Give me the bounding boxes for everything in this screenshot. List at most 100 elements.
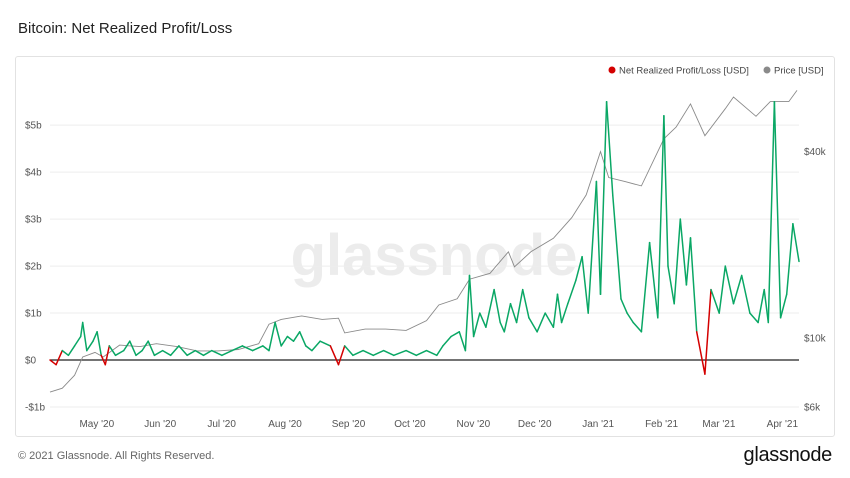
- nrpl-segment: [648, 241, 659, 319]
- nrpl-segment: [96, 331, 102, 357]
- watermark-text: glassnode: [291, 223, 578, 288]
- nrpl-segment: [695, 331, 706, 375]
- copyright-text: © 2021 Glassnode. All Rights Reserved.: [18, 450, 215, 462]
- y-right-tick-label: $10k: [804, 334, 827, 345]
- nrpl-segment: [509, 302, 518, 324]
- nrpl-segment: [135, 349, 143, 357]
- y-right-tick-label: $6k: [804, 403, 821, 414]
- nrpl-segment: [620, 298, 628, 314]
- nrpl-segment: [779, 293, 788, 319]
- nrpl-segment: [612, 194, 622, 300]
- nrpl-segment: [178, 345, 188, 357]
- x-tick-label: Dec '20: [518, 419, 552, 430]
- nrpl-segment: [521, 288, 530, 319]
- nrpl-segment: [393, 349, 407, 357]
- nrpl-segment: [274, 321, 282, 347]
- nrpl-segment: [485, 288, 495, 328]
- nrpl-segment: [560, 302, 569, 324]
- x-tick-label: Oct '20: [394, 419, 426, 430]
- nrpl-segment: [544, 312, 555, 328]
- nrpl-segment: [262, 345, 270, 352]
- nrpl-segment: [161, 349, 172, 357]
- nrpl-segment: [104, 345, 111, 366]
- nrpl-segment: [153, 349, 164, 357]
- x-tick-label: Jun '20: [144, 419, 176, 430]
- y-left-tick-label: $2b: [25, 262, 42, 273]
- nrpl-segment: [773, 100, 782, 319]
- nrpl-segment: [286, 335, 295, 342]
- nrpl-segment: [515, 288, 524, 324]
- nrpl-segment: [763, 288, 770, 324]
- nrpl-segment: [186, 349, 197, 357]
- nrpl-segment: [663, 115, 669, 267]
- glassnode-logo[interactable]: glassnode: [743, 444, 833, 466]
- y-left-tick-label: $3b: [25, 215, 42, 226]
- nrpl-segment: [528, 317, 538, 333]
- price-series: [49, 90, 798, 393]
- legend-label-nrpl[interactable]: Net Realized Profit/Loss [USD]: [619, 66, 749, 77]
- nrpl-segment: [767, 100, 776, 324]
- nrpl-segment: [587, 180, 598, 314]
- nrpl-segment: [757, 288, 765, 324]
- nrpl-segment: [679, 218, 688, 286]
- legend-marker-nrpl: [608, 66, 616, 74]
- nrpl-segment: [567, 279, 577, 305]
- nrpl-segment: [415, 349, 428, 357]
- nrpl-segment: [436, 345, 444, 357]
- y-axis-left: -$1b $0 $1b $2b $3b $4b $5b: [25, 121, 45, 414]
- nrpl-segment: [724, 265, 735, 305]
- nrpl-segment: [73, 335, 82, 347]
- nrpl-segment: [292, 331, 301, 342]
- nrpl-segment: [673, 218, 682, 305]
- nrpl-segment: [352, 349, 364, 357]
- nrpl-segment: [122, 340, 131, 352]
- nrpl-segment: [785, 223, 794, 296]
- gridlines: [50, 124, 799, 408]
- nrpl-segment: [61, 349, 70, 357]
- legend-label-price[interactable]: Price [USD]: [774, 66, 824, 77]
- page-title: Bitcoin: Net Realized Profit/Loss: [18, 20, 233, 37]
- legend[interactable]: Net Realized Profit/Loss [USD] Price [US…: [608, 66, 824, 77]
- nrpl-segment: [298, 331, 307, 347]
- nrpl-segment: [372, 349, 385, 357]
- x-tick-label: Aug '20: [268, 419, 302, 430]
- nrpl-segment: [575, 255, 583, 281]
- y-right-tick-label: $40k: [804, 147, 827, 158]
- y-left-tick-label: $1b: [25, 309, 42, 320]
- nrpl-segment: [704, 288, 712, 375]
- nrpl-segment: [581, 255, 589, 314]
- nrpl-segment: [86, 340, 94, 352]
- nrpl-segment: [503, 302, 512, 333]
- nrpl-segment: [479, 312, 487, 328]
- nrpl-segment: [425, 349, 438, 357]
- nrpl-segment: [493, 288, 501, 324]
- nrpl-segment: [311, 340, 321, 352]
- nrpl-segment: [450, 331, 461, 338]
- nrpl-segment: [141, 340, 149, 352]
- nrpl-segment: [626, 312, 634, 324]
- nrpl-segment: [280, 335, 289, 347]
- nrpl-segment: [740, 274, 751, 314]
- nrpl-segment: [556, 293, 563, 324]
- x-tick-label: Nov '20: [457, 419, 491, 430]
- nrpl-segment: [343, 345, 354, 357]
- nrpl-segment: [337, 345, 346, 366]
- nrpl-segment: [362, 349, 375, 357]
- nrpl-segment: [329, 345, 340, 366]
- y-left-tick-label: $5b: [25, 121, 42, 132]
- y-axis-right: $6k $10k $40k: [804, 147, 827, 413]
- nrpl-segment: [147, 340, 156, 357]
- nrpl-segment: [499, 321, 506, 333]
- nrpl-segment: [718, 265, 727, 314]
- nrpl-segment: [667, 265, 675, 305]
- x-axis: May '20 Jun '20 Jul '20 Aug '20 Sep '20 Oct '…: [79, 419, 798, 430]
- nrpl-segment: [792, 223, 800, 263]
- nrpl-segment: [689, 237, 698, 333]
- nrpl-segment: [231, 345, 244, 352]
- nrpl-segment: [599, 100, 608, 296]
- chart: glassnode -$1b$0$1b$2b$3b$4b$5b $6k$10k$…: [25, 66, 827, 431]
- nrpl-segment: [49, 359, 57, 366]
- nrpl-segment: [657, 115, 665, 319]
- nrpl-segment: [442, 335, 452, 347]
- nrpl-segment: [710, 288, 720, 314]
